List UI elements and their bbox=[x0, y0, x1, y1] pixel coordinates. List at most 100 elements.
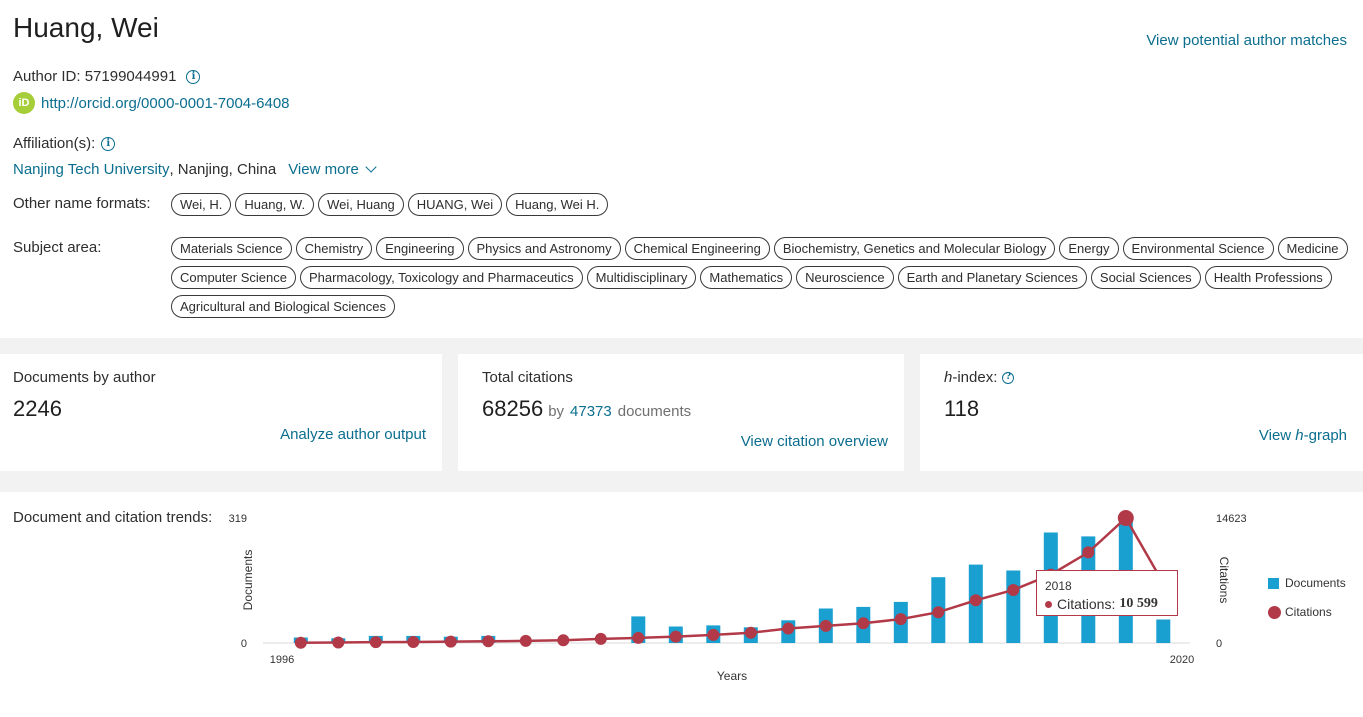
subject-chip: Computer Science bbox=[171, 266, 296, 289]
citations-point[interactable] bbox=[1082, 546, 1095, 559]
x-axis-label: Years bbox=[717, 669, 747, 683]
citations-point[interactable] bbox=[894, 613, 907, 626]
y-right-tick-min: 0 bbox=[1216, 638, 1222, 650]
chevron-down-icon bbox=[365, 161, 377, 173]
name-format-chip: Wei, Huang bbox=[318, 193, 404, 216]
affiliation-label: Affiliation(s): bbox=[13, 135, 96, 152]
view-citation-overview-link[interactable]: View citation overview bbox=[740, 433, 888, 450]
y-right-tick-max: 14623 bbox=[1216, 513, 1247, 525]
view-h-graph-link[interactable]: View h-graph bbox=[1259, 427, 1347, 444]
trends-label: Document and citation trends: bbox=[13, 509, 213, 526]
name-format-chip: Wei, H. bbox=[171, 193, 232, 216]
subject-area-label: Subject area: bbox=[13, 239, 102, 256]
citations-point[interactable] bbox=[932, 606, 945, 619]
subject-chip: Multidisciplinary bbox=[586, 266, 697, 289]
citations-point[interactable] bbox=[1007, 584, 1020, 596]
legend-documents[interactable]: Documents bbox=[1268, 572, 1346, 594]
x-tick-start: 1996 bbox=[270, 654, 294, 666]
documents-bar[interactable] bbox=[1156, 619, 1171, 644]
citations-point[interactable] bbox=[482, 635, 495, 648]
legend-citations[interactable]: Citations bbox=[1268, 601, 1346, 623]
citations-point[interactable] bbox=[557, 634, 570, 647]
subject-chip: Environmental Science bbox=[1122, 237, 1274, 260]
documents-bar[interactable] bbox=[1006, 570, 1021, 644]
citations-point[interactable] bbox=[782, 622, 795, 635]
citations-point[interactable] bbox=[819, 619, 832, 632]
citations-point[interactable] bbox=[332, 636, 345, 649]
view-more-label: View more bbox=[288, 161, 359, 178]
citations-card: Total citations 68256 by 47373 documents… bbox=[458, 354, 904, 471]
subject-chip: Social Sciences bbox=[1090, 266, 1201, 289]
subject-area-list: Materials Science Chemistry Engineering … bbox=[171, 237, 1351, 318]
citations-point[interactable] bbox=[857, 617, 870, 630]
citations-point[interactable] bbox=[594, 632, 607, 645]
h-index-h: h bbox=[944, 369, 953, 386]
h-index-value: 118 bbox=[944, 396, 980, 421]
info-icon[interactable]: i bbox=[186, 69, 201, 84]
citations-point[interactable] bbox=[744, 626, 757, 639]
citing-documents-link[interactable]: 47373 bbox=[570, 403, 612, 420]
subject-chip: Earth and Planetary Sciences bbox=[897, 266, 1087, 289]
subject-chip: Medicine bbox=[1277, 237, 1348, 260]
affiliation-label-row: Affiliation(s): i bbox=[13, 135, 116, 152]
documents-title: Documents by author bbox=[13, 369, 156, 386]
view-h-graph-prefix: View bbox=[1258, 427, 1296, 444]
citations-point[interactable] bbox=[369, 636, 382, 649]
name-format-chip: HUANG, Wei bbox=[407, 193, 503, 216]
analyze-author-output-link[interactable]: Analyze author output bbox=[280, 426, 426, 443]
documents-legend-icon bbox=[1268, 577, 1279, 589]
orcid-row: iD http://orcid.org/0000-0001-7004-6408 bbox=[13, 92, 290, 114]
y-left-tick-min: 0 bbox=[241, 638, 247, 650]
subject-chip: Biochemistry, Genetics and Molecular Bio… bbox=[773, 237, 1056, 260]
chart-legend: Documents Citations bbox=[1268, 572, 1346, 630]
tooltip-label: Citations: bbox=[1057, 596, 1116, 612]
subject-chip: Health Professions bbox=[1204, 266, 1332, 289]
y-left-axis-label: Documents bbox=[241, 550, 255, 611]
citations-point[interactable] bbox=[969, 594, 982, 607]
documents-count: 2246 bbox=[13, 396, 62, 421]
citations-point[interactable] bbox=[519, 634, 532, 647]
y-right-axis-label: Citations bbox=[1217, 557, 1231, 604]
help-icon[interactable]: ? bbox=[1002, 371, 1015, 384]
subject-chip: Mathematics bbox=[700, 266, 793, 289]
citations-dot-icon bbox=[1045, 600, 1052, 608]
citations-title: Total citations bbox=[482, 369, 573, 386]
orcid-icon: iD bbox=[13, 92, 35, 114]
subject-chip: Pharmacology, Toxicology and Pharmaceuti… bbox=[299, 266, 583, 289]
info-icon[interactable]: i bbox=[101, 136, 116, 151]
citations-points bbox=[294, 510, 1170, 649]
legend-documents-label: Documents bbox=[1285, 576, 1346, 590]
citations-point[interactable] bbox=[669, 630, 682, 643]
citations-summary: 68256 by 47373 documents bbox=[482, 396, 691, 422]
name-format-chip: Huang, W. bbox=[235, 193, 315, 216]
subject-chip: Neuroscience bbox=[796, 266, 894, 289]
citations-point[interactable] bbox=[407, 636, 420, 648]
y-left-tick-max: 319 bbox=[229, 513, 247, 525]
affiliation-link[interactable]: Nanjing Tech University bbox=[13, 161, 170, 178]
citations-point[interactable] bbox=[444, 635, 457, 648]
citations-line bbox=[300, 516, 1165, 644]
other-names-label: Other name formats: bbox=[13, 195, 151, 212]
citations-point[interactable] bbox=[632, 631, 645, 644]
tooltip-year: 2018 bbox=[1045, 579, 1072, 593]
h-index-card: h -index: ? 118 View h-graph bbox=[920, 354, 1363, 471]
view-more-button[interactable]: View more bbox=[288, 161, 377, 178]
view-h-graph-suffix: -graph bbox=[1303, 427, 1347, 444]
subject-chip: Energy bbox=[1059, 237, 1119, 260]
citations-point[interactable] bbox=[1117, 510, 1134, 526]
citations-point[interactable] bbox=[294, 636, 307, 649]
subject-chip: Chemical Engineering bbox=[624, 237, 770, 260]
affiliation-location: , Nanjing, China bbox=[169, 161, 277, 178]
subject-chip: Engineering bbox=[376, 237, 464, 260]
citations-by: by bbox=[548, 403, 565, 420]
author-name: Huang, Wei bbox=[13, 12, 159, 43]
subject-chip: Chemistry bbox=[295, 237, 373, 260]
other-names-list: Wei, H. Huang, W. Wei, Huang HUANG, Wei … bbox=[171, 193, 1351, 216]
author-id-row: Author ID: 57199044991 i bbox=[13, 68, 201, 85]
view-potential-matches-link[interactable]: View potential author matches bbox=[1146, 32, 1347, 49]
h-index-title-rest: -index: bbox=[952, 369, 998, 386]
citations-point[interactable] bbox=[707, 628, 720, 641]
citing-documents-label: documents bbox=[617, 403, 692, 420]
tooltip-value: 10 599 bbox=[1119, 596, 1158, 611]
orcid-link[interactable]: http://orcid.org/0000-0001-7004-6408 bbox=[41, 94, 290, 112]
